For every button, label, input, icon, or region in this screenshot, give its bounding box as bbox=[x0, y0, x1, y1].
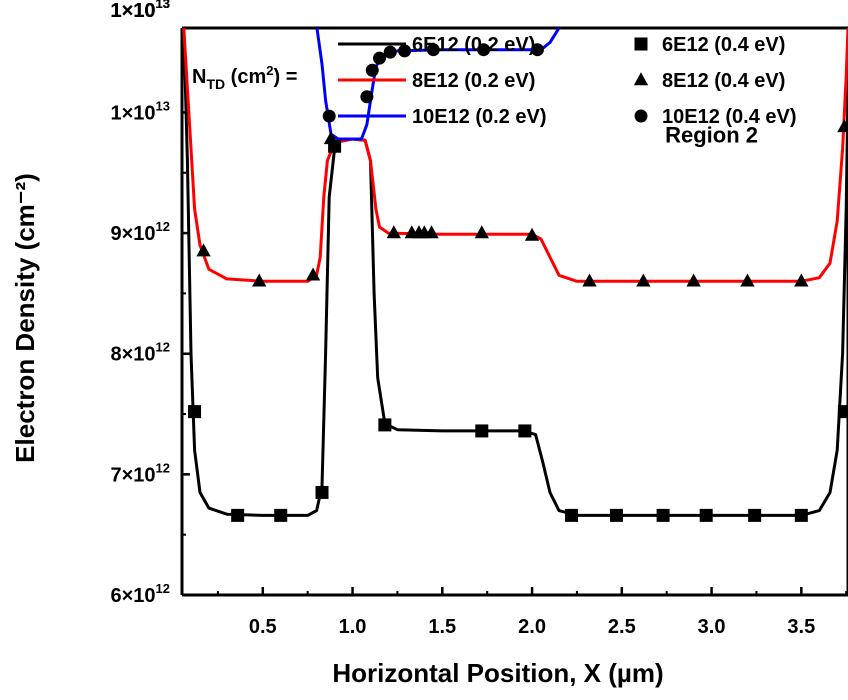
data-point-circle bbox=[477, 43, 491, 57]
annotation-label: Region 2 bbox=[665, 123, 758, 148]
series-line bbox=[182, 28, 848, 517]
legend-marker-triangle bbox=[633, 72, 649, 86]
data-point-square bbox=[794, 508, 808, 522]
data-point-square bbox=[518, 424, 532, 438]
data-point-triangle bbox=[424, 225, 439, 239]
legend-marker-square bbox=[634, 37, 648, 51]
x-tick-label: 0.5 bbox=[249, 616, 277, 638]
y-tick-label: 1×1013 bbox=[110, 0, 170, 22]
series-4 bbox=[182, 2, 848, 287]
data-point-square bbox=[378, 418, 392, 432]
y-tick-label: 9×1012 bbox=[110, 219, 170, 245]
x-tick-label: 2.5 bbox=[608, 616, 636, 638]
data-point-circle bbox=[530, 43, 544, 57]
data-point-square bbox=[748, 508, 762, 522]
data-point-circle bbox=[253, 12, 266, 25]
data-point-square bbox=[231, 508, 245, 522]
data-point-circle bbox=[746, 12, 759, 25]
data-point-triangle bbox=[636, 273, 651, 287]
ticks: 0.5 1.0 1.5 2.0 2.5 3.0 3.5 6×1012 7×1012 8×1012 9… bbox=[110, 0, 848, 638]
data-point-triangle bbox=[794, 273, 809, 287]
legend-item: 10E12 (0.2 eV) bbox=[338, 106, 547, 128]
legend-label: 6E12 (0.4 eV) bbox=[662, 34, 785, 56]
data-point-circle bbox=[383, 45, 397, 59]
data-point-circle bbox=[398, 44, 412, 58]
y-axis-title: Electron Density (cm⁻²) bbox=[10, 173, 40, 463]
y-tick-label: 8×1012 bbox=[110, 340, 170, 366]
data-point-triangle bbox=[305, 267, 321, 281]
data-point-circle bbox=[199, 0, 212, 9]
data-point-triangle bbox=[686, 273, 701, 287]
annotations: LSGGateLGDRegion 2 bbox=[665, 123, 758, 148]
series-1 bbox=[182, 28, 848, 283]
y-tick-label: 1×1013 bbox=[110, 0, 170, 22]
legend-item: 8E12 (0.4 eV) bbox=[633, 70, 785, 92]
x-tick-label: 3.0 bbox=[698, 616, 726, 638]
y-tick-label: 1×1013 bbox=[110, 0, 170, 22]
series-2 bbox=[315, 28, 562, 141]
data-point-triangle bbox=[740, 273, 755, 287]
series-line bbox=[182, 28, 848, 283]
data-point-square bbox=[565, 508, 579, 522]
legend-label: 6E12 (0.2 eV) bbox=[412, 34, 535, 56]
data-point-triangle bbox=[196, 243, 211, 257]
data-point-triangle bbox=[474, 225, 489, 239]
data-point-circle bbox=[639, 12, 652, 25]
data-point-square bbox=[188, 405, 202, 419]
data-point-triangle bbox=[582, 273, 597, 287]
legend-label: 10E12 (0.2 eV) bbox=[412, 106, 547, 128]
x-tick-label: 1.0 bbox=[339, 616, 367, 638]
data-point-circle bbox=[693, 12, 706, 25]
data-point-square bbox=[475, 424, 489, 438]
y-tick-label: 1×1013 bbox=[110, 98, 170, 124]
legend-label: 10E12 (0.4 eV) bbox=[662, 106, 797, 128]
plot-area bbox=[182, 0, 848, 522]
data-point-triangle bbox=[252, 273, 267, 287]
data-point-square bbox=[656, 508, 670, 522]
data-point-triangle bbox=[386, 225, 401, 239]
series-5 bbox=[199, 0, 808, 123]
legend-item: 6E12 (0.4 eV) bbox=[634, 34, 785, 56]
y-tick-label: 6×1012 bbox=[110, 581, 170, 607]
legend-title: NTD (cm2) = bbox=[192, 63, 297, 92]
legend-item: 6E12 (0.2 eV) bbox=[338, 34, 535, 56]
data-point-circle bbox=[365, 63, 379, 77]
data-point-circle bbox=[322, 109, 336, 123]
x-axis-title: Horizontal Position, X (µm) bbox=[332, 658, 663, 688]
data-point-triangle bbox=[837, 119, 848, 133]
data-point-circle bbox=[426, 43, 440, 57]
x-tick-label: 2.0 bbox=[518, 616, 546, 638]
data-point-triangle bbox=[323, 131, 339, 145]
data-point-circle bbox=[372, 51, 386, 65]
legend-item: 10E12 (0.4 eV) bbox=[634, 106, 797, 128]
series-3 bbox=[188, 139, 848, 522]
axes bbox=[180, 26, 848, 597]
data-point-circle bbox=[795, 12, 808, 25]
legend-item: 8E12 (0.2 eV) bbox=[338, 70, 535, 92]
data-point-circle bbox=[360, 90, 374, 104]
legend: NTD (cm2) = 6E12 (0.2 eV) 8E12 (0.2 eV) 10E… bbox=[192, 34, 797, 128]
legend-label: 8E12 (0.2 eV) bbox=[412, 70, 535, 92]
series-line bbox=[315, 28, 562, 141]
legend-marker-circle bbox=[634, 109, 648, 123]
data-point-circle bbox=[585, 12, 598, 25]
series-0 bbox=[182, 28, 848, 517]
data-point-square bbox=[699, 508, 713, 522]
data-point-triangle bbox=[524, 227, 540, 241]
x-tick-label: 3.5 bbox=[787, 616, 815, 638]
data-point-circle bbox=[307, 14, 320, 27]
data-point-square bbox=[837, 405, 848, 419]
x-tick-label: 1.5 bbox=[428, 616, 456, 638]
data-point-square bbox=[315, 485, 329, 499]
legend-label: 8E12 (0.4 eV) bbox=[662, 70, 785, 92]
y-tick-label: 7×1012 bbox=[110, 460, 170, 486]
data-point-square bbox=[609, 508, 623, 522]
data-point-triangle bbox=[182, 2, 196, 15]
data-point-square bbox=[274, 508, 288, 522]
